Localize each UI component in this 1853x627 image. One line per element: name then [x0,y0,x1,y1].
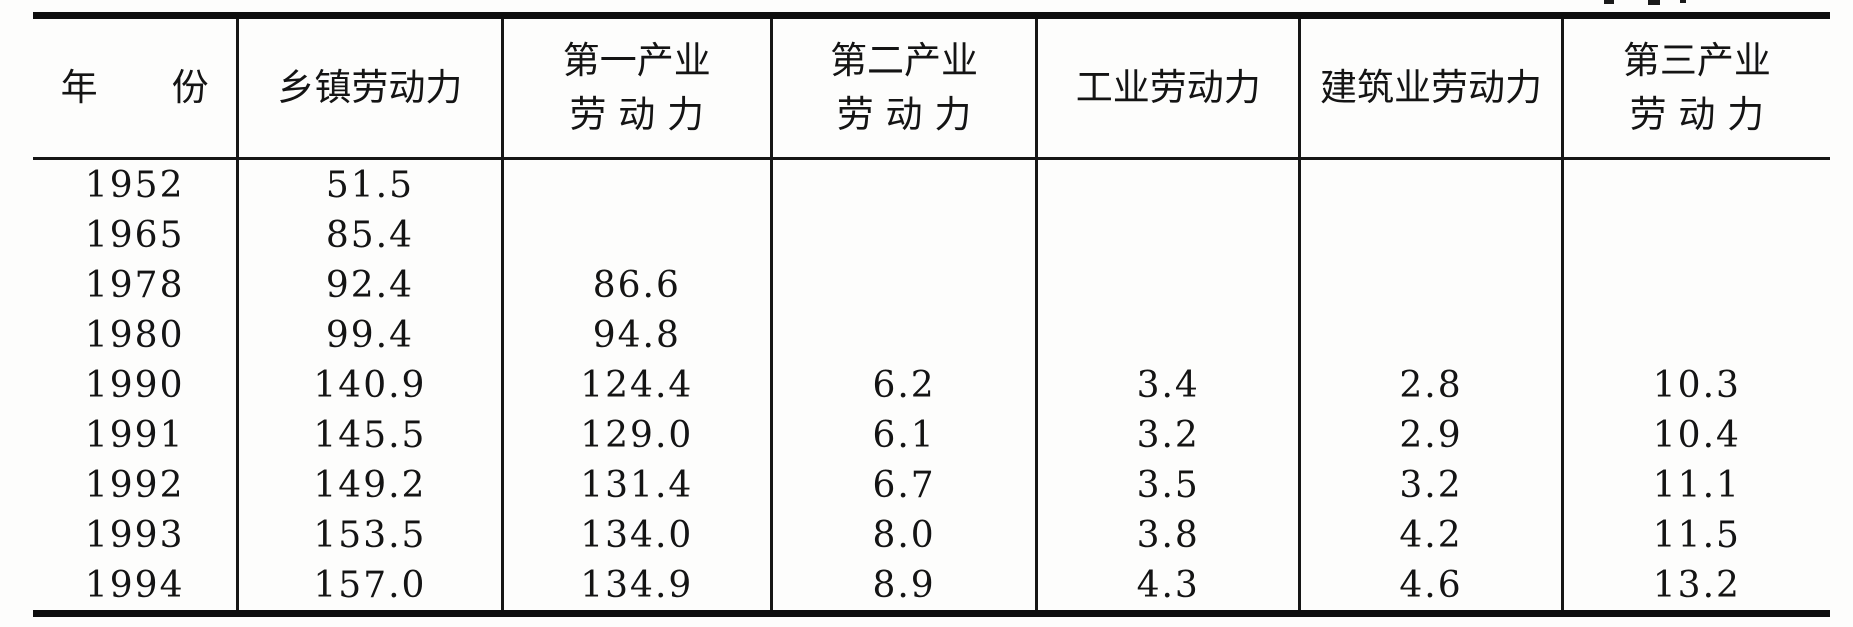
cell-secondary-industry: 8.0 [770,510,1037,560]
cell-township-labor: 51.5 [236,158,502,210]
table-row: 1952 51.5 [33,158,1830,210]
table-row: 1965 85.4 [33,210,1830,260]
scan-artifact-mark [1648,0,1660,5]
cell-tertiary-industry [1560,210,1830,260]
col-header-township-labor: 乡镇劳动力 [236,15,502,160]
cell-secondary-industry: 8.9 [770,560,1037,614]
col-header-tertiary-industry-labor: 第三产业 劳 动 力 [1560,15,1830,160]
cell-year: 1980 [84,314,185,356]
cell-tertiary-industry [1560,310,1830,360]
cell-industrial [1035,260,1300,310]
cell-year: 1992 [84,464,185,506]
table-row: 1993 153.5 134.0 8.0 3.8 4.2 11.5 [33,510,1830,560]
cell-construction: 2.8 [1298,360,1563,410]
col-header-secondary-industry-labor: 第二产业 劳 动 力 [770,15,1037,160]
col-header-township-labor-label: 乡镇劳动力 [277,66,463,110]
cell-year: 1994 [84,564,185,606]
cell-secondary-industry: 6.1 [770,410,1037,460]
labor-force-table: 年 份 乡镇劳动力 第一产业 劳 动 力 第二产业 劳 动 力 工业劳动力 [33,12,1830,617]
cell-construction: 4.2 [1298,510,1563,560]
col-header-year-label: 年 份 [60,66,209,110]
cell-tertiary-industry [1560,158,1830,210]
table-row: 1991 145.5 129.0 6.1 3.2 2.9 10.4 [33,410,1830,460]
cell-construction [1298,210,1563,260]
cell-industrial: 3.8 [1035,510,1300,560]
cell-township-labor: 157.0 [236,560,502,614]
col-header-industrial-labor: 工业劳动力 [1035,15,1300,160]
cell-primary-industry: 94.8 [500,310,772,360]
cell-secondary-industry [770,158,1037,210]
cell-tertiary-industry: 11.1 [1560,460,1830,510]
cell-township-labor: 140.9 [236,360,502,410]
cell-tertiary-industry: 11.5 [1560,510,1830,560]
col-header-secondary-industry-line1: 第二产业 [830,39,979,83]
cell-year: 1965 [84,214,185,256]
cell-industrial: 3.2 [1035,410,1300,460]
cell-secondary-industry: 6.7 [770,460,1037,510]
cell-year: 1978 [84,264,185,306]
cell-primary-industry: 131.4 [500,460,772,510]
cell-tertiary-industry: 13.2 [1560,560,1830,614]
col-header-tertiary-industry-line2: 劳 动 力 [1629,93,1765,136]
col-header-secondary-industry-line2: 劳 动 力 [836,93,972,136]
col-header-tertiary-industry-line1: 第三产业 [1622,39,1771,83]
cell-township-labor: 153.5 [236,510,502,560]
cell-primary-industry: 134.0 [500,510,772,560]
table-row: 1994 157.0 134.9 8.9 4.3 4.6 13.2 [33,560,1830,614]
cell-construction [1298,260,1563,310]
cell-construction [1298,310,1563,360]
cell-tertiary-industry [1560,260,1830,310]
cell-construction: 3.2 [1298,460,1563,510]
cell-tertiary-industry: 10.4 [1560,410,1830,460]
cell-township-labor: 145.5 [236,410,502,460]
cell-year: 1991 [84,414,185,456]
cell-secondary-industry [770,260,1037,310]
cell-secondary-industry [770,210,1037,260]
cell-tertiary-industry: 10.3 [1560,360,1830,410]
scan-artifact-mark [1680,0,1686,3]
col-header-construction-labor: 建筑业劳动力 [1298,15,1563,160]
cell-year: 1952 [84,164,185,206]
cell-township-labor: 92.4 [236,260,502,310]
cell-primary-industry [500,210,772,260]
cell-construction: 4.6 [1298,560,1563,614]
col-header-primary-industry-line2: 劳 动 力 [569,93,705,136]
cell-industrial [1035,158,1300,210]
cell-primary-industry: 134.9 [500,560,772,614]
col-header-construction-labor-label: 建筑业劳动力 [1320,66,1543,110]
cell-construction: 2.9 [1298,410,1563,460]
header-row: 年 份 乡镇劳动力 第一产业 劳 动 力 第二产业 劳 动 力 工业劳动力 [33,15,1830,160]
cell-primary-industry [500,158,772,210]
table-row: 1978 92.4 86.6 [33,260,1830,310]
col-header-primary-industry-line1: 第一产业 [562,39,711,83]
cell-township-labor: 85.4 [236,210,502,260]
table-row: 1990 140.9 124.4 6.2 3.4 2.8 10.3 [33,360,1830,410]
cell-industrial: 4.3 [1035,560,1300,614]
cell-township-labor: 149.2 [236,460,502,510]
col-header-industrial-labor-label: 工业劳动力 [1075,66,1261,110]
cell-year: 1990 [84,364,185,406]
col-header-year: 年 份 [33,15,238,160]
cell-primary-industry: 129.0 [500,410,772,460]
cell-construction [1298,158,1563,210]
cell-industrial [1035,310,1300,360]
cell-industrial [1035,210,1300,260]
cell-township-labor: 99.4 [236,310,502,360]
table-row: 1992 149.2 131.4 6.7 3.5 3.2 11.1 [33,460,1830,510]
table-row: 1980 99.4 94.8 [33,310,1830,360]
col-header-primary-industry-labor: 第一产业 劳 动 力 [500,15,772,160]
cell-secondary-industry [770,310,1037,360]
scan-artifact-mark [1604,0,1614,4]
cell-primary-industry: 124.4 [500,360,772,410]
cell-secondary-industry: 6.2 [770,360,1037,410]
cell-primary-industry: 86.6 [500,260,772,310]
cell-year: 1993 [84,514,185,556]
cell-industrial: 3.5 [1035,460,1300,510]
cell-industrial: 3.4 [1035,360,1300,410]
